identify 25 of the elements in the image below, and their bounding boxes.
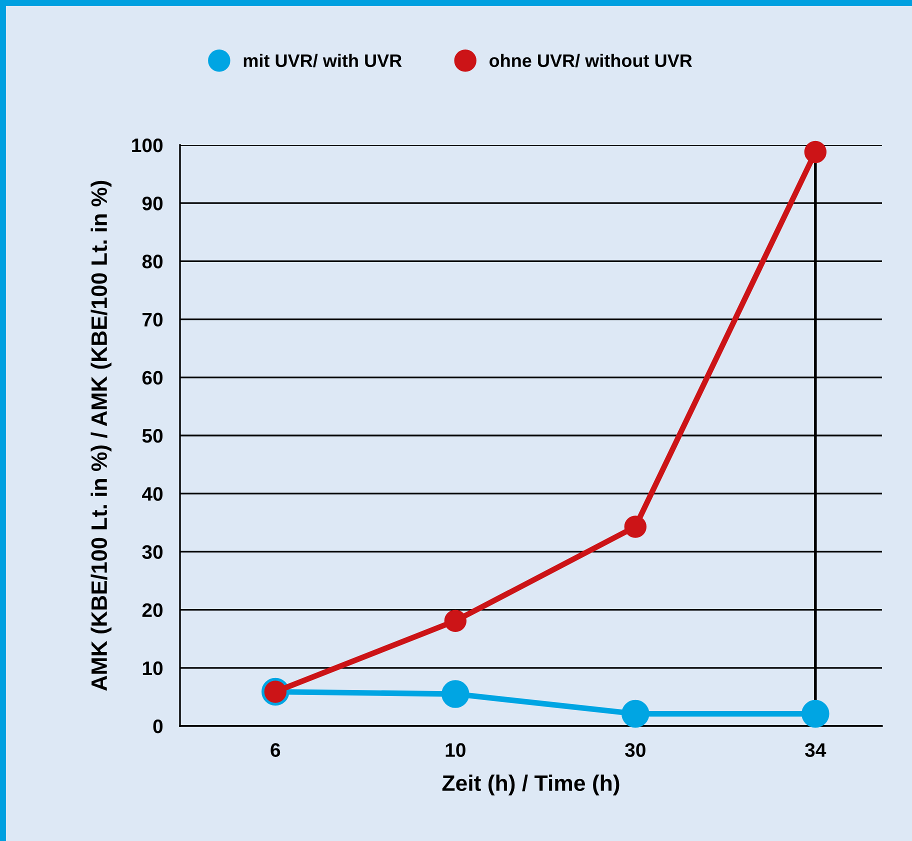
- x-tick-label: 30: [625, 743, 646, 757]
- y-axis-title: AMK (KBE/100 Lt. in %) / AMK (KBE/100 Lt. in %): [90, 180, 112, 691]
- y-tick-label: 60: [142, 370, 163, 385]
- point: [804, 140, 827, 164]
- y-tick-label: 20: [142, 603, 163, 618]
- x-tick-label: 34: [805, 743, 826, 757]
- y-tick-label: 100: [132, 138, 163, 152]
- x-tick-label: 10: [446, 743, 466, 757]
- y-tick-label: 0: [153, 719, 163, 734]
- point: [624, 516, 647, 538]
- point: [802, 700, 830, 728]
- y-tick-label: 40: [142, 487, 163, 501]
- point: [444, 610, 467, 632]
- y-tick-label: 50: [142, 428, 163, 443]
- y-tick-label: 10: [142, 661, 163, 676]
- y-tick-label: 70: [142, 312, 163, 327]
- y-tick-label: 30: [142, 545, 163, 559]
- y-tick-label: 90: [142, 196, 163, 210]
- legend-label: ohne UVR/ without UVR: [490, 54, 692, 68]
- x-axis-title: Zeit (h) / Time (h): [442, 774, 620, 796]
- y-tick-label: 80: [142, 254, 163, 268]
- x-tick-label: 6: [270, 743, 280, 757]
- point: [622, 700, 650, 728]
- legend-label: mit UVR/ with UVR: [244, 54, 402, 68]
- point: [442, 680, 470, 708]
